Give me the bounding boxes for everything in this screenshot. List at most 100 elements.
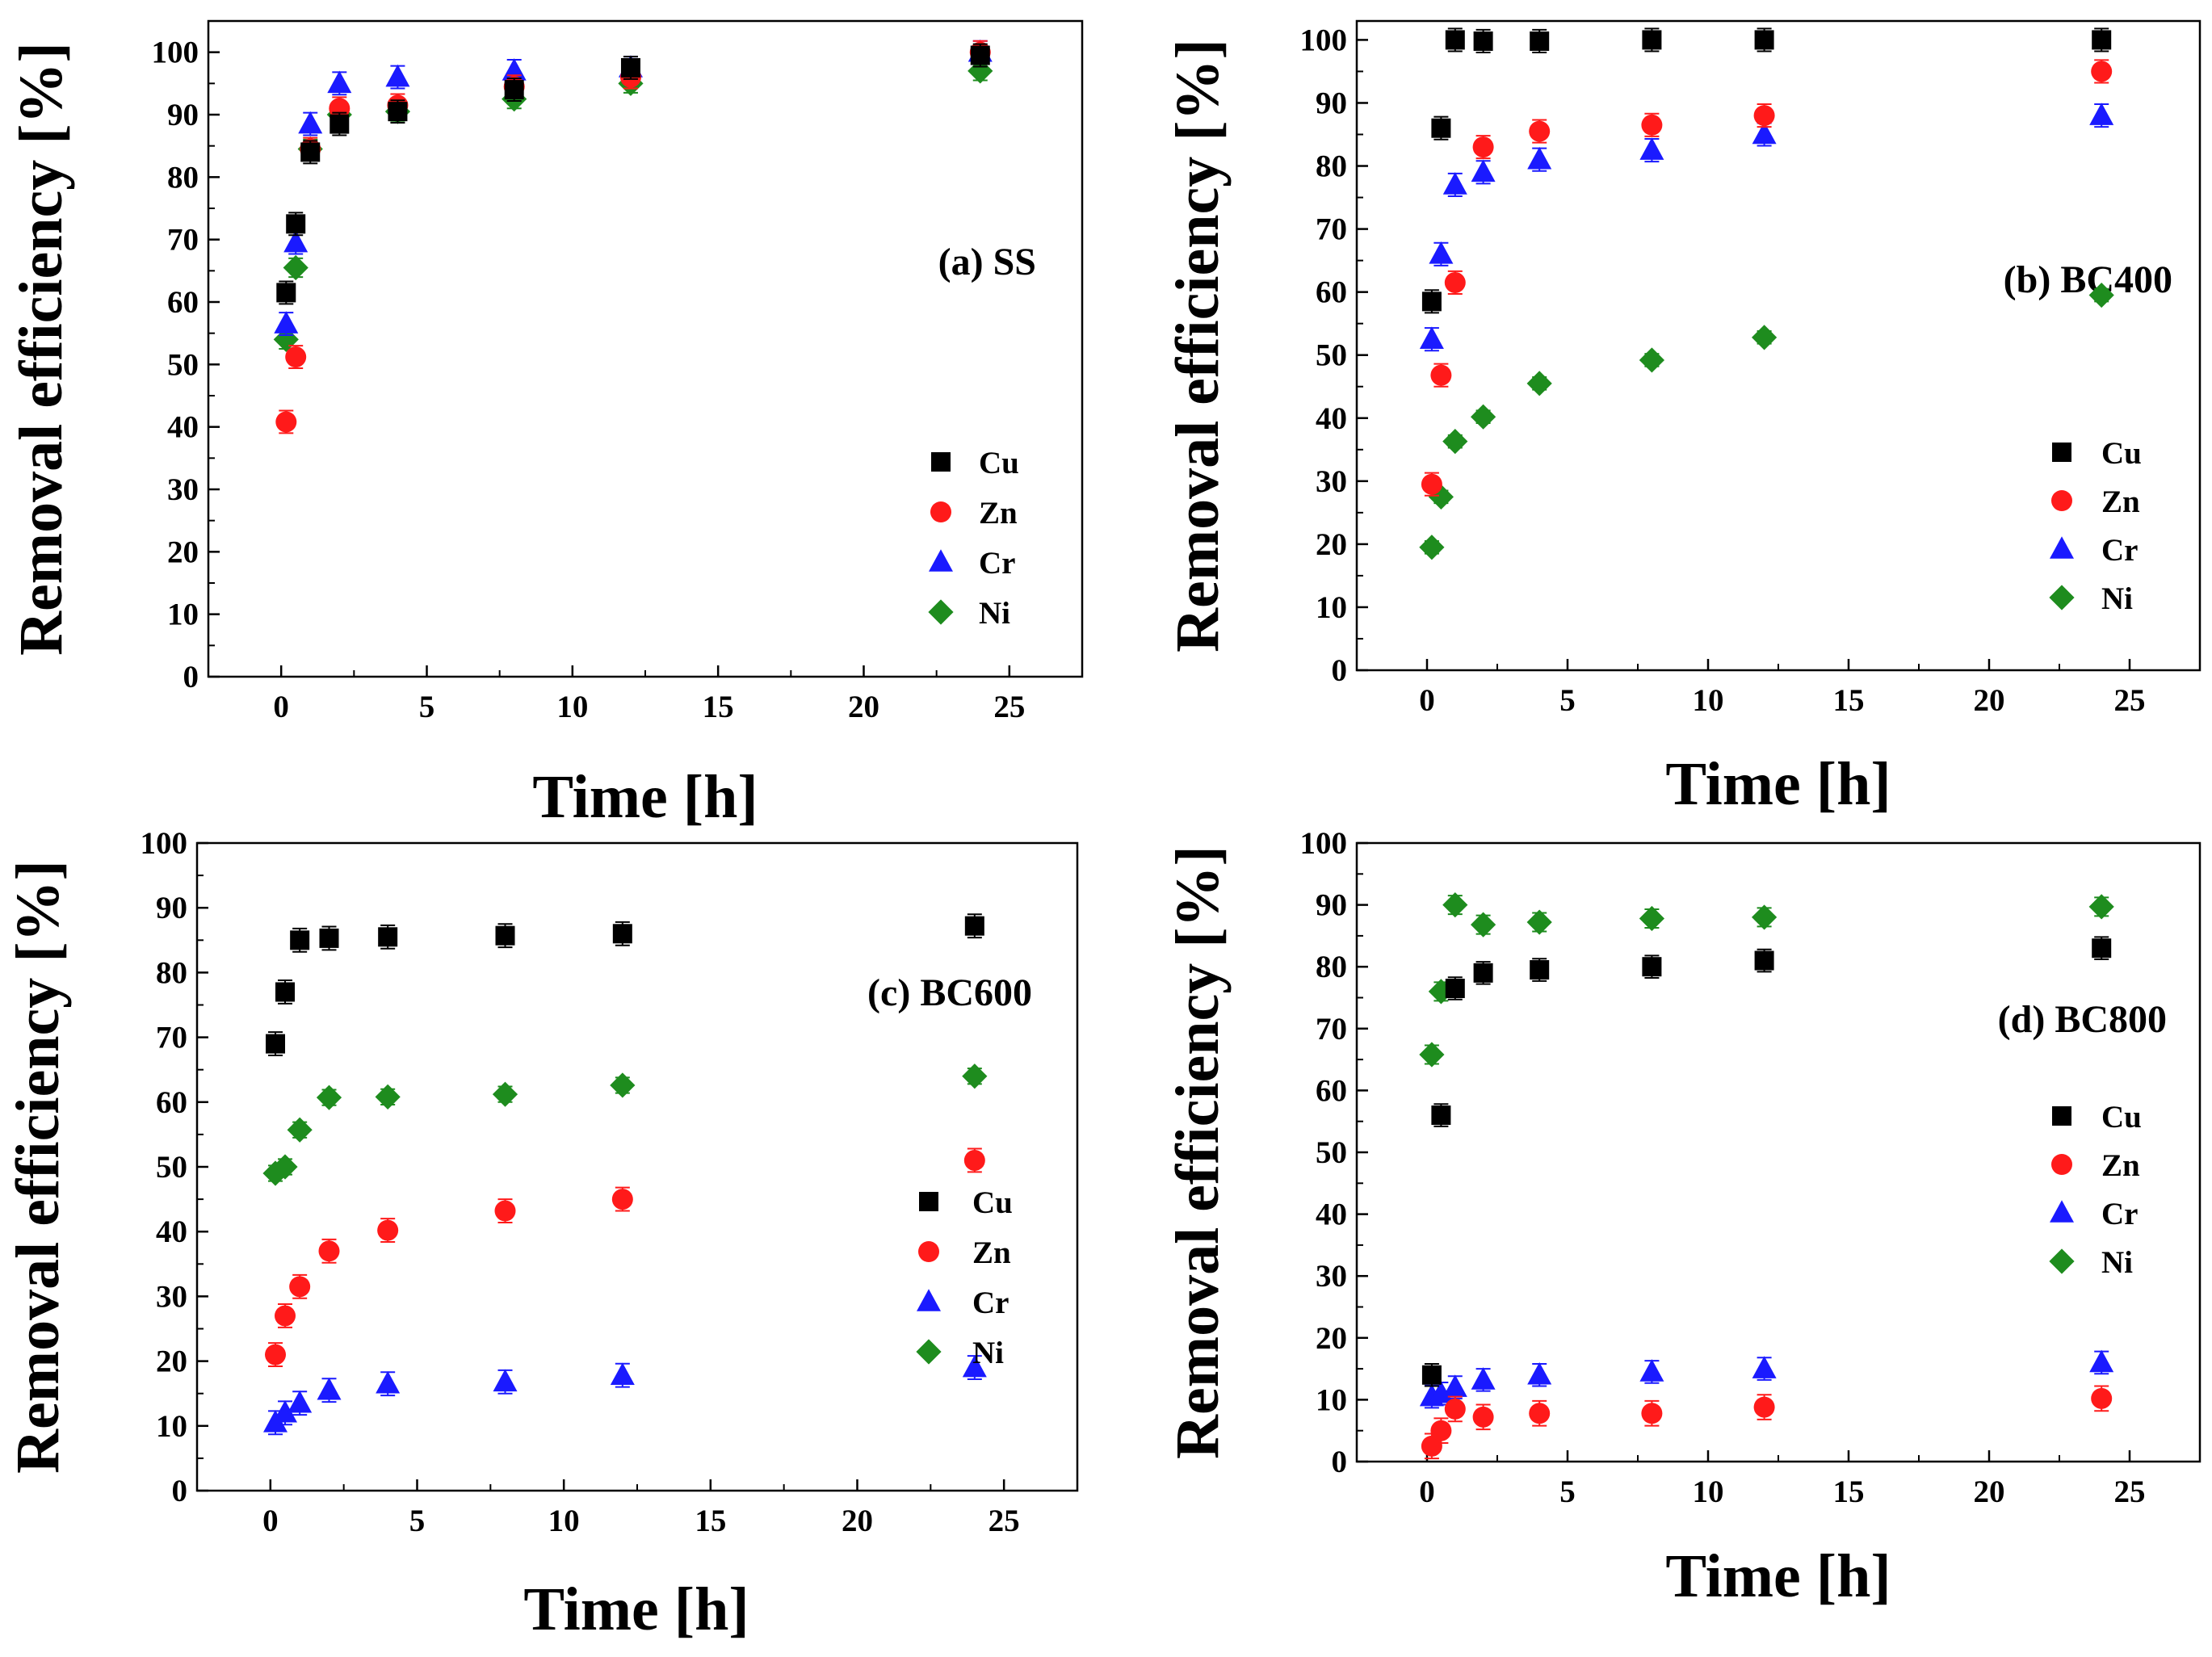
x-tick-label: 25 — [2114, 1475, 2146, 1509]
data-point-zn — [329, 98, 350, 120]
data-point-zn — [1430, 364, 1452, 386]
y-tick-label: 20 — [1316, 527, 1347, 562]
series-cr — [263, 1354, 987, 1436]
data-point-zn — [1753, 1396, 1775, 1418]
data-point-zn — [1641, 114, 1663, 136]
y-tick-label: 50 — [1316, 1135, 1347, 1170]
data-point-ni — [2088, 894, 2114, 920]
data-point-ni — [1526, 371, 1552, 396]
data-point-cu — [300, 142, 321, 162]
data-point-cu — [276, 283, 296, 303]
x-tick-label: 15 — [1833, 1475, 1865, 1509]
data-point-cr — [1639, 1359, 1664, 1382]
x-tick-label: 25 — [993, 690, 1025, 724]
x-tick-label: 0 — [1419, 1475, 1435, 1509]
data-point-cr — [962, 1354, 987, 1378]
data-point-zn — [1529, 120, 1551, 142]
legend-marker-cu — [2052, 1106, 2071, 1126]
data-point-ni — [1752, 904, 1778, 930]
legend-label-zn: Zn — [979, 496, 1018, 531]
series-ni — [1419, 892, 2114, 1068]
data-point-cu — [1530, 960, 1550, 980]
data-point-cr — [385, 64, 410, 87]
y-tick-label: 70 — [1316, 212, 1347, 247]
data-point-cr — [610, 1362, 635, 1386]
panel-title: (c) BC600 — [867, 971, 1032, 1014]
data-point-cr — [288, 1390, 313, 1413]
data-point-ni — [1419, 535, 1445, 560]
data-point-cu — [620, 58, 640, 78]
data-point-ni — [1442, 429, 1468, 455]
x-tick-label: 0 — [262, 1504, 279, 1538]
legend: Cu Zn Cr Ni — [916, 1185, 1013, 1370]
legend: Cu Zn Cr Ni — [2049, 436, 2142, 616]
legend-label-cu: Cu — [972, 1185, 1013, 1220]
series-cu — [1421, 936, 2112, 1387]
data-point-cu — [388, 102, 408, 122]
y-tick-label: 10 — [1316, 590, 1347, 625]
y-tick-label: 90 — [156, 891, 187, 925]
legend-marker-cr — [2050, 1200, 2074, 1223]
data-point-ni — [287, 1117, 313, 1143]
data-point-cr — [1429, 1380, 1454, 1403]
data-point-ni — [2088, 282, 2114, 308]
y-tick-label: 10 — [1316, 1382, 1347, 1417]
panel-title: (b) BC400 — [2004, 258, 2172, 301]
x-tick-label: 5 — [409, 1504, 426, 1538]
x-tick-label: 0 — [1419, 683, 1435, 718]
data-point-cr — [1471, 1367, 1496, 1390]
y-tick-label: 90 — [167, 98, 199, 132]
data-point-cu — [964, 916, 984, 936]
series-zn — [275, 40, 991, 434]
legend-label-ni: Ni — [2101, 1245, 2133, 1280]
y-tick-label: 100 — [1300, 23, 1348, 57]
y-tick-label: 50 — [167, 347, 199, 382]
data-point-zn — [1444, 271, 1466, 293]
data-point-cr — [1442, 1374, 1467, 1397]
legend-label-cr: Cr — [979, 546, 1015, 581]
y-tick-label: 80 — [156, 955, 187, 990]
plot-frame — [1355, 19, 2202, 672]
data-point-cu — [1754, 950, 1774, 971]
data-point-cr — [2089, 103, 2114, 125]
y-tick-label: 80 — [1316, 950, 1347, 984]
series-cr — [1419, 103, 2114, 352]
data-point-cu — [1431, 1105, 1451, 1126]
data-point-cu — [266, 1034, 286, 1054]
data-point-zn — [1472, 136, 1494, 158]
data-point-cr — [298, 111, 323, 134]
y-tick-label: 70 — [156, 1021, 187, 1055]
x-tick-label: 20 — [842, 1504, 873, 1538]
data-point-zn — [611, 1189, 633, 1210]
legend-label-ni: Ni — [979, 596, 1010, 631]
data-point-ni — [1471, 404, 1496, 430]
data-point-ni — [1639, 905, 1664, 932]
data-point-cu — [1473, 31, 1493, 51]
series-zn — [265, 1147, 985, 1368]
data-point-zn — [1444, 1398, 1466, 1420]
data-point-cu — [286, 214, 306, 234]
data-point-ni — [610, 1072, 636, 1098]
data-point-cr — [376, 1370, 401, 1394]
y-tick-label: 10 — [156, 1409, 187, 1444]
data-point-cu — [1421, 292, 1442, 312]
data-point-cu — [495, 925, 515, 946]
y-tick-label: 30 — [1316, 464, 1347, 499]
data-point-cr — [327, 70, 352, 94]
data-point-cr — [1527, 1361, 1552, 1385]
y-tick-label: 80 — [1316, 149, 1347, 184]
x-tick-label: 0 — [273, 690, 289, 724]
data-point-zn — [275, 1305, 296, 1327]
data-point-ni — [1752, 325, 1778, 350]
data-point-cu — [1421, 1365, 1442, 1385]
data-point-cu — [1530, 31, 1550, 51]
x-axis-title: Time [h] — [523, 1575, 749, 1643]
data-point-zn — [2091, 61, 2113, 82]
y-axis-title: Removal efficiency [%] — [1164, 845, 1232, 1459]
data-point-ni — [273, 326, 299, 352]
data-point-cr — [317, 1377, 342, 1400]
data-point-cu — [1642, 30, 1662, 50]
x-tick-label: 20 — [1974, 683, 2005, 718]
data-point-ni — [316, 1084, 342, 1110]
legend: Cu Zn Cr Ni — [928, 446, 1019, 631]
